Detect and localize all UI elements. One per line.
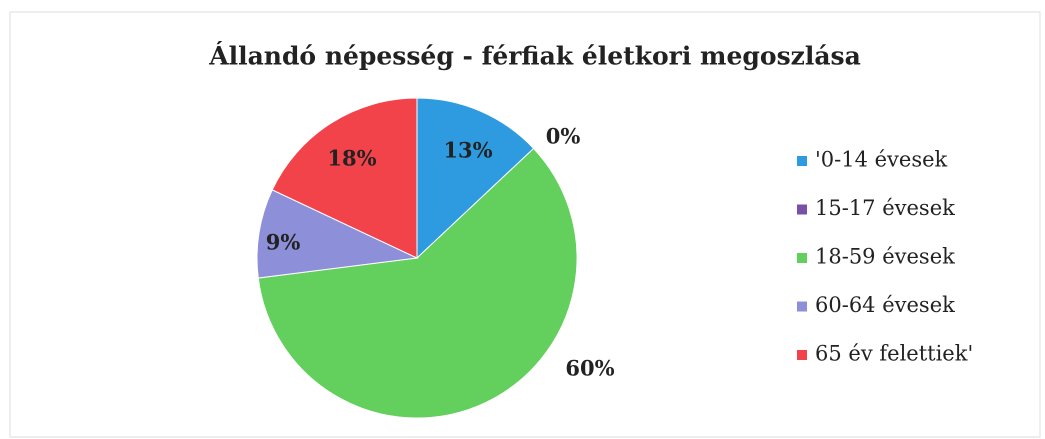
data-label: 9% bbox=[266, 230, 301, 255]
data-label: 18% bbox=[327, 146, 376, 171]
data-label: 60% bbox=[565, 356, 614, 381]
data-label: 13% bbox=[443, 138, 492, 163]
pie-slice bbox=[257, 147, 578, 419]
legend-label: 18-59 évesek bbox=[815, 245, 955, 269]
pie-slice bbox=[271, 97, 418, 259]
legend-swatch bbox=[797, 156, 807, 166]
legend-label: 65 év felettiek' bbox=[815, 342, 973, 366]
legend-swatch bbox=[797, 350, 807, 360]
legend-label: 60-64 évesek bbox=[815, 293, 955, 317]
legend-label: '0-14 évesek bbox=[815, 148, 948, 172]
legend-swatch bbox=[797, 253, 807, 263]
legend-swatch bbox=[797, 204, 807, 215]
chart-title: Állandó népesség - férfiak életkori mego… bbox=[208, 42, 861, 71]
pie-slice bbox=[256, 189, 419, 279]
pie-slice bbox=[416, 97, 535, 260]
legend-label: 15-17 évesek bbox=[815, 196, 955, 220]
legend-swatch bbox=[797, 301, 807, 312]
data-label: 0% bbox=[546, 124, 581, 149]
